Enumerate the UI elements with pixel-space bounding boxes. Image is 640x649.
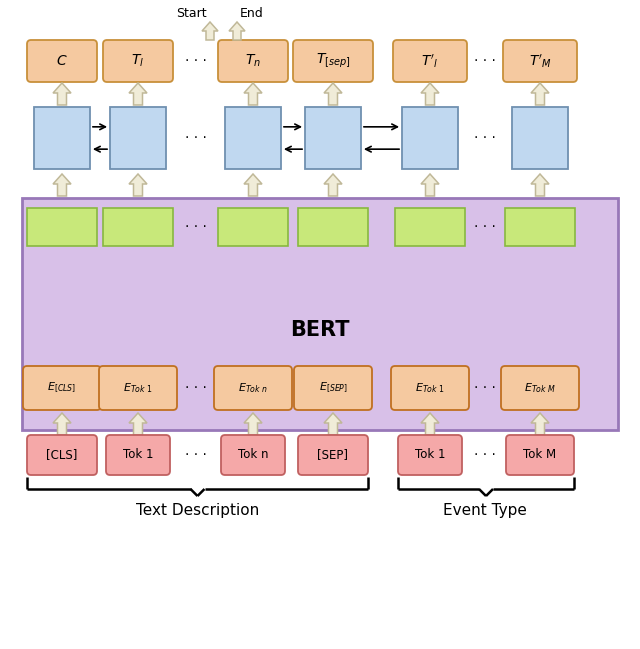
Polygon shape — [53, 83, 71, 105]
Text: End: End — [240, 7, 264, 20]
Bar — [402, 107, 458, 169]
FancyBboxPatch shape — [99, 366, 177, 410]
Text: $T_n$: $T_n$ — [245, 53, 261, 69]
Text: $E_{[SEP]}$: $E_{[SEP]}$ — [319, 381, 348, 395]
FancyBboxPatch shape — [293, 40, 373, 82]
Bar — [512, 107, 568, 169]
Polygon shape — [129, 174, 147, 196]
FancyBboxPatch shape — [103, 40, 173, 82]
Text: $T_l$: $T_l$ — [131, 53, 145, 69]
Text: Tok M: Tok M — [524, 448, 557, 461]
Text: · · ·: · · · — [474, 448, 496, 462]
Polygon shape — [129, 83, 147, 105]
Polygon shape — [244, 413, 262, 435]
Text: · · ·: · · · — [474, 220, 496, 234]
FancyBboxPatch shape — [501, 366, 579, 410]
FancyBboxPatch shape — [391, 366, 469, 410]
Bar — [110, 107, 166, 169]
Text: [SEP]: [SEP] — [317, 448, 349, 461]
Text: $E_{Tok\ 1}$: $E_{Tok\ 1}$ — [415, 381, 445, 395]
Text: · · ·: · · · — [184, 448, 207, 462]
Polygon shape — [202, 22, 218, 40]
Text: Event Type: Event Type — [443, 502, 527, 517]
FancyBboxPatch shape — [298, 435, 368, 475]
FancyBboxPatch shape — [294, 366, 372, 410]
FancyBboxPatch shape — [214, 366, 292, 410]
Text: $E_{Tok\ 1}$: $E_{Tok\ 1}$ — [123, 381, 153, 395]
Bar — [298, 208, 368, 246]
FancyBboxPatch shape — [218, 40, 288, 82]
Bar — [34, 107, 90, 169]
FancyBboxPatch shape — [27, 435, 97, 475]
Text: · · ·: · · · — [184, 54, 207, 68]
FancyBboxPatch shape — [393, 40, 467, 82]
Text: Tok 1: Tok 1 — [123, 448, 153, 461]
Bar — [305, 107, 361, 169]
Text: $E_{[CLS]}$: $E_{[CLS]}$ — [47, 381, 77, 395]
Bar — [103, 208, 173, 246]
Text: Text Description: Text Description — [136, 502, 259, 517]
Text: · · ·: · · · — [184, 131, 207, 145]
Text: Tok n: Tok n — [237, 448, 268, 461]
Polygon shape — [129, 413, 147, 435]
Bar — [505, 208, 575, 246]
Text: $E_{Tok\ n}$: $E_{Tok\ n}$ — [238, 381, 268, 395]
Text: $E_{Tok\ M}$: $E_{Tok\ M}$ — [524, 381, 556, 395]
Text: $C$: $C$ — [56, 54, 68, 68]
Text: BERT: BERT — [291, 320, 349, 340]
Polygon shape — [229, 22, 245, 40]
Polygon shape — [421, 174, 439, 196]
FancyBboxPatch shape — [398, 435, 462, 475]
Text: Start: Start — [177, 7, 207, 20]
Text: · · ·: · · · — [474, 54, 496, 68]
Polygon shape — [324, 83, 342, 105]
Polygon shape — [244, 174, 262, 196]
Polygon shape — [531, 174, 549, 196]
Polygon shape — [324, 413, 342, 435]
Text: · · ·: · · · — [474, 381, 496, 395]
Text: Tok 1: Tok 1 — [415, 448, 445, 461]
Bar — [22, 198, 618, 430]
Polygon shape — [421, 83, 439, 105]
FancyBboxPatch shape — [503, 40, 577, 82]
FancyBboxPatch shape — [106, 435, 170, 475]
Text: · · ·: · · · — [184, 381, 207, 395]
Text: $T_{[sep]}$: $T_{[sep]}$ — [316, 52, 350, 70]
Polygon shape — [531, 83, 549, 105]
FancyBboxPatch shape — [23, 366, 101, 410]
Text: [CLS]: [CLS] — [46, 448, 77, 461]
Bar — [27, 208, 97, 246]
Polygon shape — [324, 174, 342, 196]
Bar — [225, 107, 281, 169]
Polygon shape — [421, 413, 439, 435]
Polygon shape — [53, 413, 71, 435]
FancyBboxPatch shape — [221, 435, 285, 475]
Bar — [218, 208, 288, 246]
FancyBboxPatch shape — [506, 435, 574, 475]
Polygon shape — [53, 174, 71, 196]
Bar — [395, 208, 465, 246]
Text: $T'_l$: $T'_l$ — [421, 52, 438, 70]
Text: $T'_M$: $T'_M$ — [529, 52, 552, 70]
Text: · · ·: · · · — [474, 131, 496, 145]
FancyBboxPatch shape — [27, 40, 97, 82]
Polygon shape — [531, 413, 549, 435]
Text: · · ·: · · · — [184, 220, 207, 234]
Polygon shape — [244, 83, 262, 105]
